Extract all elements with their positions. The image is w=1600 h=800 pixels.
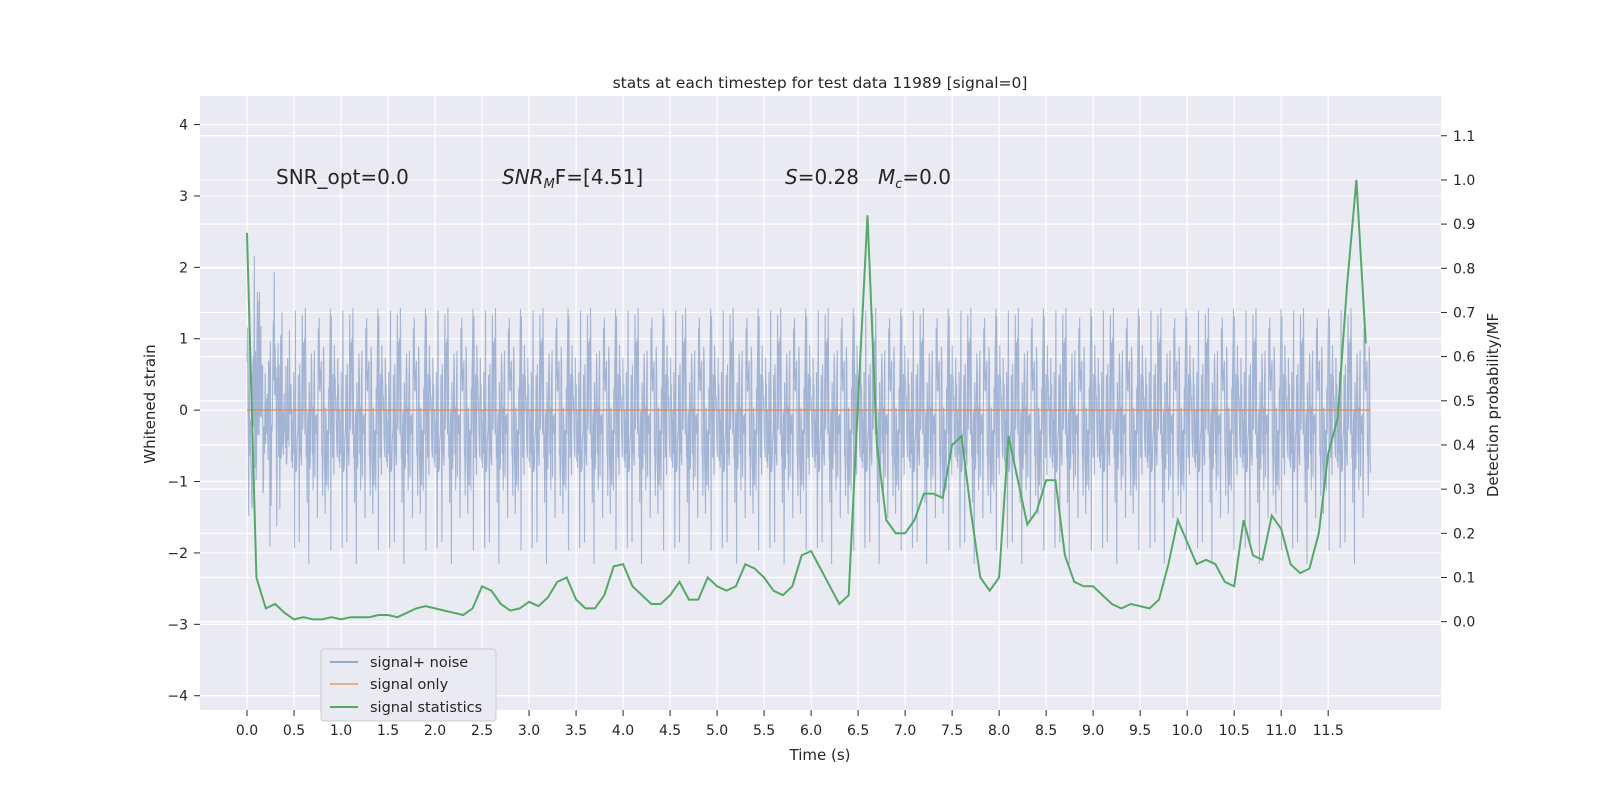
x-tick-label: 1.5 xyxy=(377,723,399,739)
x-tick-label: 5.0 xyxy=(706,723,728,739)
y-tick-label: −2 xyxy=(167,546,188,562)
y2-tick-label: 0.4 xyxy=(1453,438,1475,454)
y2-tick-label: 0.8 xyxy=(1453,261,1475,277)
x-tick-label: 5.5 xyxy=(753,723,775,739)
x-tick-label: 9.0 xyxy=(1082,723,1104,739)
legend-label-stats: signal statistics xyxy=(370,700,482,716)
y-tick-label: −1 xyxy=(167,475,188,491)
y2-axis-ticks: 0.0 0.1 0.2 0.3 0.4 0.5 0.6 0.7 0.8 0.9 1.0 1.1 xyxy=(1441,129,1475,631)
x-tick-label: 8.0 xyxy=(988,723,1010,739)
y-tick-label: 3 xyxy=(179,189,188,205)
series-signal-plus-noise xyxy=(246,255,1372,564)
x-tick-label: 6.0 xyxy=(800,723,822,739)
y-tick-label: −3 xyxy=(167,617,188,633)
x-tick-label: 8.5 xyxy=(1035,723,1057,739)
snr-mf-annotation: SNRMF=[4.51] xyxy=(502,165,643,192)
y-tick-label: 2 xyxy=(179,260,188,276)
legend: signal+ noise signal only signal statist… xyxy=(320,648,497,722)
y-tick-label: 1 xyxy=(179,332,188,348)
y2-axis-label: Detection probability/MF xyxy=(1484,313,1502,497)
y2-tick-label: 1.0 xyxy=(1453,173,1475,189)
y2-tick-label: 0.5 xyxy=(1453,394,1475,410)
noise-trace xyxy=(246,255,1372,564)
x-tick-label: 4.5 xyxy=(659,723,681,739)
x-tick-label: 0.5 xyxy=(283,723,305,739)
y-axis-label: Whitened strain xyxy=(141,344,159,463)
x-tick-label: 9.5 xyxy=(1129,723,1151,739)
y2-gridlines xyxy=(200,135,1441,623)
x-tick-label: 11.5 xyxy=(1313,723,1344,739)
y2-tick-label: 0.2 xyxy=(1453,526,1475,542)
x-tick-label: 10.0 xyxy=(1172,723,1203,739)
legend-label-signal: signal only xyxy=(370,677,449,693)
x-tick-label: 3.5 xyxy=(565,723,587,739)
x-axis-ticks: 0.0 0.5 1.0 1.5 2.0 2.5 3.0 3.5 4.0 4.5 5.0 5.5 6.0 6… xyxy=(236,710,1344,739)
y2-tick-label: 0.1 xyxy=(1453,570,1475,586)
y2-tick-label: 0.9 xyxy=(1453,217,1475,233)
x-gridlines xyxy=(246,96,1329,710)
x-tick-label: 1.0 xyxy=(330,723,352,739)
y-axis-ticks: −4 −3 −2 −1 0 1 2 3 4 xyxy=(167,118,200,705)
legend-label-noise: signal+ noise xyxy=(370,655,468,671)
x-tick-label: 10.5 xyxy=(1219,723,1250,739)
mc-annotation: Mc=0.0 xyxy=(878,165,951,192)
x-tick-label: 7.5 xyxy=(941,723,963,739)
x-tick-label: 4.0 xyxy=(612,723,634,739)
snr-opt-annotation: SNR_opt=0.0 xyxy=(276,165,409,189)
x-tick-label: 0.0 xyxy=(236,723,258,739)
x-tick-label: 3.0 xyxy=(518,723,540,739)
chart-title: stats at each timestep for test data 119… xyxy=(613,74,1028,92)
y2-tick-label: 0.6 xyxy=(1453,350,1475,366)
x-tick-label: 7.0 xyxy=(894,723,916,739)
x-tick-label: 11.0 xyxy=(1266,723,1297,739)
y2-tick-label: 0.3 xyxy=(1453,482,1475,498)
s-annotation: S=0.28 xyxy=(785,165,859,189)
y-tick-label: −4 xyxy=(167,689,188,705)
y2-tick-label: 0.0 xyxy=(1453,615,1475,631)
legend-box xyxy=(320,648,497,722)
y2-tick-label: 0.7 xyxy=(1453,305,1475,321)
x-tick-label: 2.0 xyxy=(424,723,446,739)
y2-tick-label: 1.1 xyxy=(1453,129,1475,145)
y-tick-label: 4 xyxy=(179,118,188,134)
series-signal-statistics xyxy=(246,179,1367,621)
x-axis-label: Time (s) xyxy=(789,746,851,764)
x-tick-label: 6.5 xyxy=(847,723,869,739)
x-tick-label: 2.5 xyxy=(471,723,493,739)
signal-statistics-line xyxy=(246,179,1367,621)
y-tick-label: 0 xyxy=(179,403,188,419)
